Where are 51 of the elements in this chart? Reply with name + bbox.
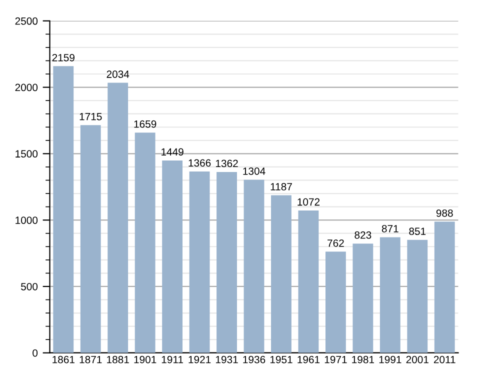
bar [189, 171, 210, 353]
data-label: 1366 [188, 159, 211, 167]
bar [352, 244, 374, 353]
bar [407, 240, 428, 353]
data-label: 2159 [52, 54, 74, 62]
x-tick-label: 2011 [434, 356, 456, 364]
bar [134, 132, 156, 353]
x-tick-label: 1961 [298, 356, 320, 364]
x-tick-label: 1971 [324, 356, 347, 364]
x-tick-label: 1991 [379, 356, 402, 364]
x-tick-label: 1921 [188, 356, 211, 364]
y-tick-label: 2000 [15, 84, 38, 92]
y-tick-label: 1000 [16, 216, 38, 224]
x-tick-label: 1951 [270, 356, 292, 364]
y-tick-label: 0 [32, 349, 38, 357]
data-label: 988 [436, 209, 453, 217]
x-tick-label: 1936 [243, 356, 266, 364]
bar [53, 66, 74, 353]
data-label: 1072 [298, 198, 320, 206]
data-label: 1449 [162, 148, 184, 156]
y-tick-label: 1500 [16, 150, 38, 158]
y-tick-label: 500 [21, 282, 38, 290]
x-tick-label: 1901 [134, 356, 156, 364]
x-tick-label: 1881 [107, 356, 129, 364]
x-tick-label: 1911 [162, 356, 184, 364]
bar [434, 222, 455, 353]
bar [80, 125, 101, 353]
data-label: 762 [328, 239, 344, 247]
data-label: 1659 [134, 120, 156, 128]
bar [298, 210, 319, 353]
bar [244, 180, 264, 353]
y-tick-label: 2500 [15, 17, 38, 25]
bar [380, 237, 400, 353]
bar [108, 82, 128, 353]
data-label: 851 [409, 228, 426, 236]
x-tick-label: 1861 [52, 356, 74, 364]
bar [162, 160, 183, 353]
data-label: 871 [382, 224, 398, 232]
x-tick-label: 1931 [216, 356, 238, 364]
data-label: 823 [354, 231, 372, 239]
bar [216, 172, 237, 353]
x-tick-label: 2001 [406, 356, 428, 364]
data-label: 1362 [216, 160, 238, 168]
bar [325, 252, 346, 353]
data-label: 1304 [243, 167, 266, 175]
x-tick-label: 1871 [80, 356, 102, 364]
data-label: 2034 [106, 70, 130, 78]
data-label: 1187 [270, 183, 292, 190]
x-tick-label: 1981 [352, 356, 374, 364]
data-label: 1715 [80, 113, 102, 120]
bar [271, 195, 292, 353]
